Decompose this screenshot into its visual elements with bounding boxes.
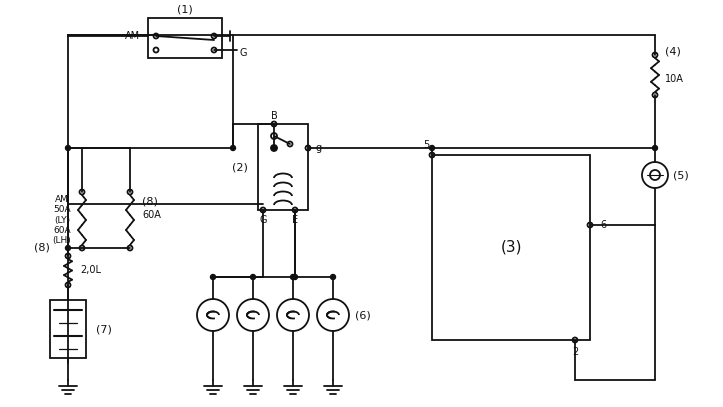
Text: B: B [270, 111, 278, 121]
Text: AM
50A
(LY)
60A
(LH): AM 50A (LY) 60A (LH) [53, 195, 72, 245]
Circle shape [652, 145, 657, 151]
Text: 5: 5 [423, 140, 429, 150]
Text: 6: 6 [600, 220, 606, 230]
Text: (5): (5) [673, 170, 689, 180]
Circle shape [291, 274, 296, 280]
Text: AM: AM [125, 31, 140, 41]
Circle shape [293, 274, 297, 280]
Circle shape [330, 274, 335, 280]
Text: 2: 2 [572, 347, 578, 357]
Circle shape [66, 245, 71, 250]
Text: 10A: 10A [665, 74, 684, 84]
Text: (1): (1) [177, 5, 193, 15]
Circle shape [66, 145, 71, 151]
Text: 60A: 60A [142, 210, 161, 220]
Text: (4): (4) [665, 47, 681, 57]
Bar [432, 155, 590, 340]
Bar [258, 124, 308, 210]
Text: (3): (3) [500, 240, 522, 255]
Text: (8): (8) [142, 197, 158, 207]
Circle shape [272, 145, 276, 151]
Text: g: g [316, 143, 322, 153]
Text: (2): (2) [232, 162, 248, 172]
Text: G: G [240, 48, 247, 58]
Circle shape [231, 145, 236, 151]
Text: G: G [260, 215, 267, 225]
Bar [50, 300, 86, 358]
Bar [148, 18, 222, 58]
Circle shape [210, 274, 215, 280]
Text: (6): (6) [355, 310, 371, 320]
Text: E: E [292, 215, 298, 225]
Text: (8): (8) [34, 243, 50, 253]
Text: 2,0L: 2,0L [80, 265, 101, 276]
Circle shape [429, 145, 435, 151]
Text: (7): (7) [96, 324, 112, 334]
Circle shape [250, 274, 255, 280]
